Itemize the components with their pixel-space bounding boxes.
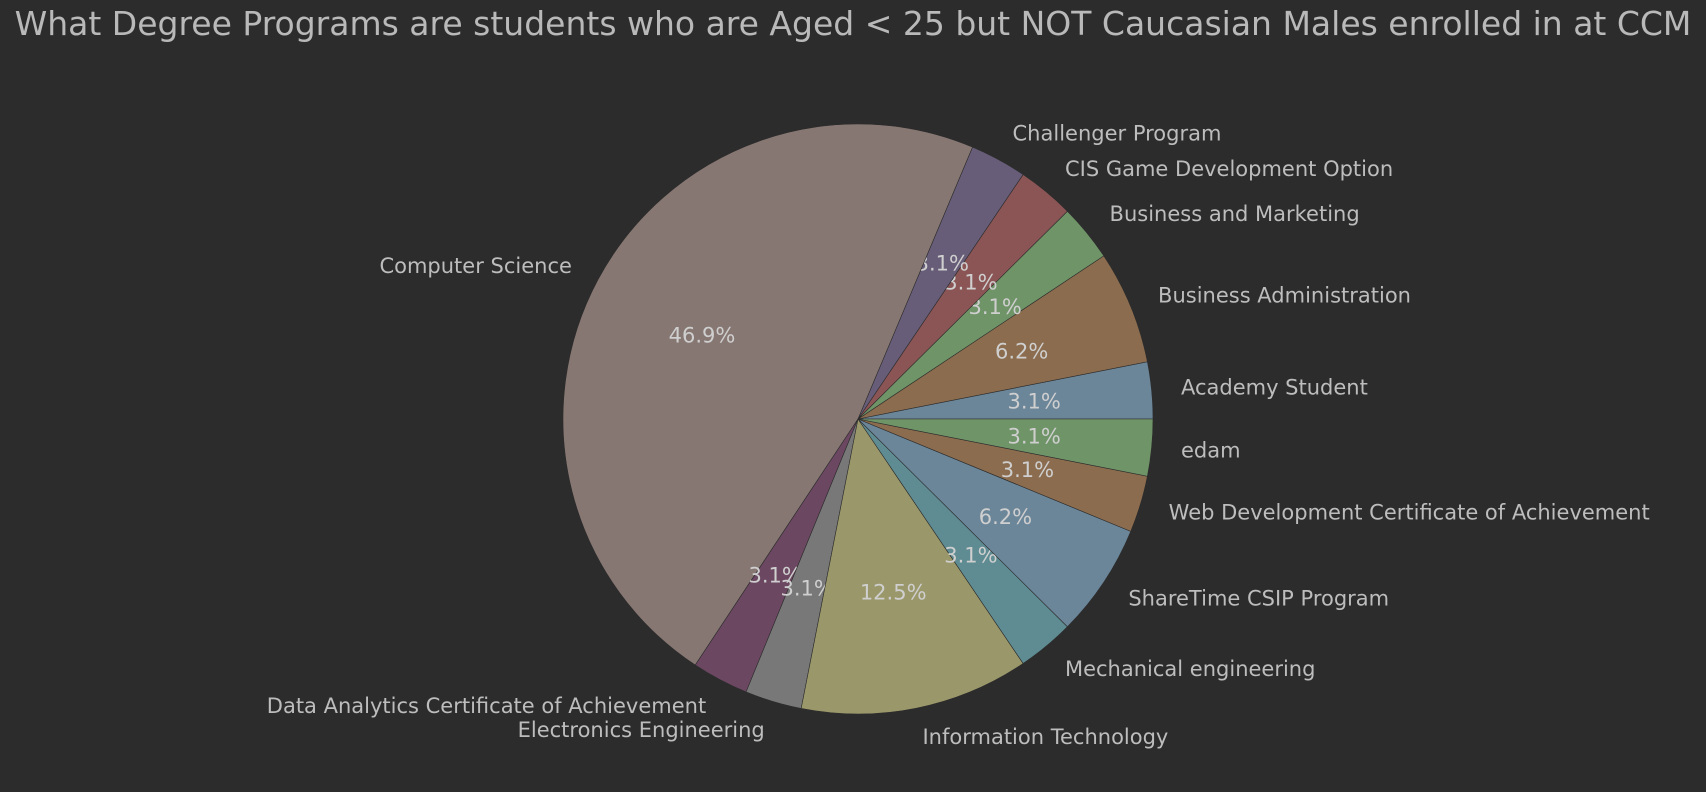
- slice-label-information-technology: Information Technology: [922, 725, 1168, 749]
- slice-label-sharetime-csip-program: ShareTime CSIP Program: [1128, 586, 1389, 610]
- slice-label-mechanical-engineering: Mechanical engineering: [1065, 657, 1315, 681]
- pct-label-edam: 3.1%: [1007, 424, 1060, 448]
- pie-slice-edam: [857, 418, 1154, 477]
- pct-label-sharetime-csip-program: 6.2%: [979, 505, 1032, 529]
- pct-label-web-development-certificate-of-achievement: 3.1%: [1001, 458, 1054, 482]
- pie-slice-computer-science: [562, 123, 973, 666]
- slice-label-web-development-certificate-of-achievement: Web Development Certificate of Achieveme…: [1169, 501, 1650, 525]
- slice-label-electronics-engineering: Electronics Engineering: [518, 718, 765, 742]
- pie-slice-business-administration: [857, 255, 1148, 420]
- pct-label-information-technology: 12.5%: [860, 580, 927, 604]
- pct-label-business-administration: 6.2%: [995, 340, 1048, 364]
- slice-label-business-and-marketing: Business and Marketing: [1110, 202, 1360, 226]
- slice-label-challenger-program: Challenger Program: [1013, 122, 1222, 146]
- pie-slice-information-technology: [800, 418, 1024, 715]
- slice-label-edam: edam: [1181, 439, 1241, 463]
- chart-title: What Degree Programs are students who ar…: [14, 4, 1692, 43]
- slice-label-data-analytics-certificate-of-achievement: Data Analytics Certificate of Achievemen…: [267, 694, 706, 718]
- slice-label-business-administration: Business Administration: [1158, 283, 1411, 307]
- pct-label-academy-student: 3.1%: [1007, 390, 1060, 414]
- pct-label-computer-science: 46.9%: [669, 323, 736, 347]
- slice-label-academy-student: Academy Student: [1181, 375, 1368, 399]
- slice-label-cis-game-development-option: CIS Game Development Option: [1065, 157, 1393, 181]
- slice-label-computer-science: Computer Science: [379, 254, 571, 278]
- pie-slice-sharetime-csip-program: [857, 418, 1132, 628]
